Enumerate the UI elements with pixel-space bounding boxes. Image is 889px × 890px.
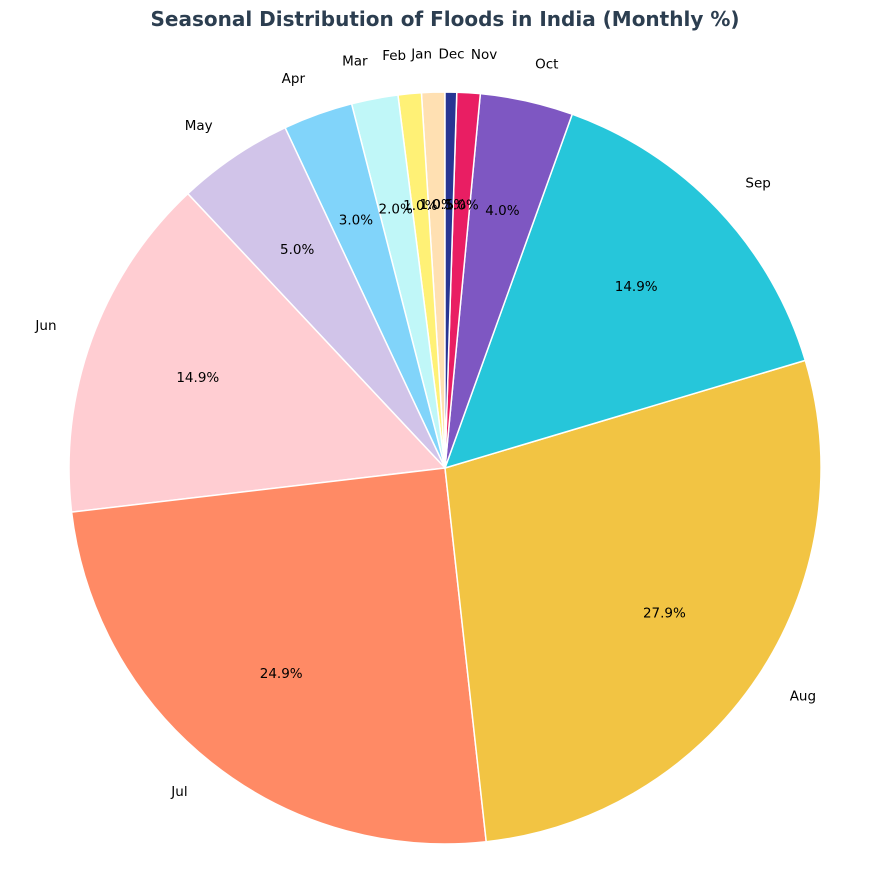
- pct-label-jun: 14.9%: [176, 370, 219, 386]
- pct-label-apr: 3.0%: [339, 212, 373, 228]
- pct-label-oct: 4.0%: [485, 203, 519, 219]
- pie-slice-aug: [444, 359, 822, 843]
- pct-label-jan: 1.0%: [420, 197, 454, 213]
- slice-label-jun: Jun: [34, 318, 56, 334]
- pie-slice-dec: [444, 91, 458, 469]
- pie-slice-sep: [443, 113, 807, 470]
- slice-label-apr: Apr: [282, 71, 306, 87]
- slice-label-aug: Aug: [790, 689, 816, 705]
- slice-label-dec: Dec: [438, 47, 464, 63]
- slice-label-jul: Jul: [170, 784, 187, 800]
- slice-label-mar: Mar: [342, 54, 368, 70]
- pct-label-feb: 1.0%: [403, 198, 437, 214]
- pct-label-may: 5.0%: [280, 242, 314, 258]
- slice-label-sep: Sep: [745, 176, 770, 192]
- pct-label-sep: 14.9%: [615, 279, 658, 295]
- slice-label-nov: Nov: [471, 47, 497, 63]
- pct-label-dec: 0.5%: [432, 197, 466, 213]
- chart-title: Seasonal Distribution of Floods in India…: [150, 7, 739, 31]
- pie-slices: [68, 91, 822, 845]
- pct-label-nov: 1.0%: [444, 197, 478, 213]
- pie-slice-jun: [68, 192, 447, 513]
- slice-label-may: May: [185, 118, 213, 134]
- slice-label-jan: Jan: [410, 47, 432, 63]
- slice-label-oct: Oct: [535, 56, 558, 72]
- pie-labels: Jan 1.0% Feb 1.0% Mar 2.0% Apr 3.0% May 5.0% Jun 14…: [34, 47, 816, 800]
- pct-label-jul: 24.9%: [260, 666, 303, 682]
- pct-label-aug: 27.9%: [643, 605, 686, 621]
- pie-slice-jul: [70, 467, 488, 845]
- slice-label-feb: Feb: [382, 48, 406, 64]
- pct-label-mar: 2.0%: [379, 202, 413, 218]
